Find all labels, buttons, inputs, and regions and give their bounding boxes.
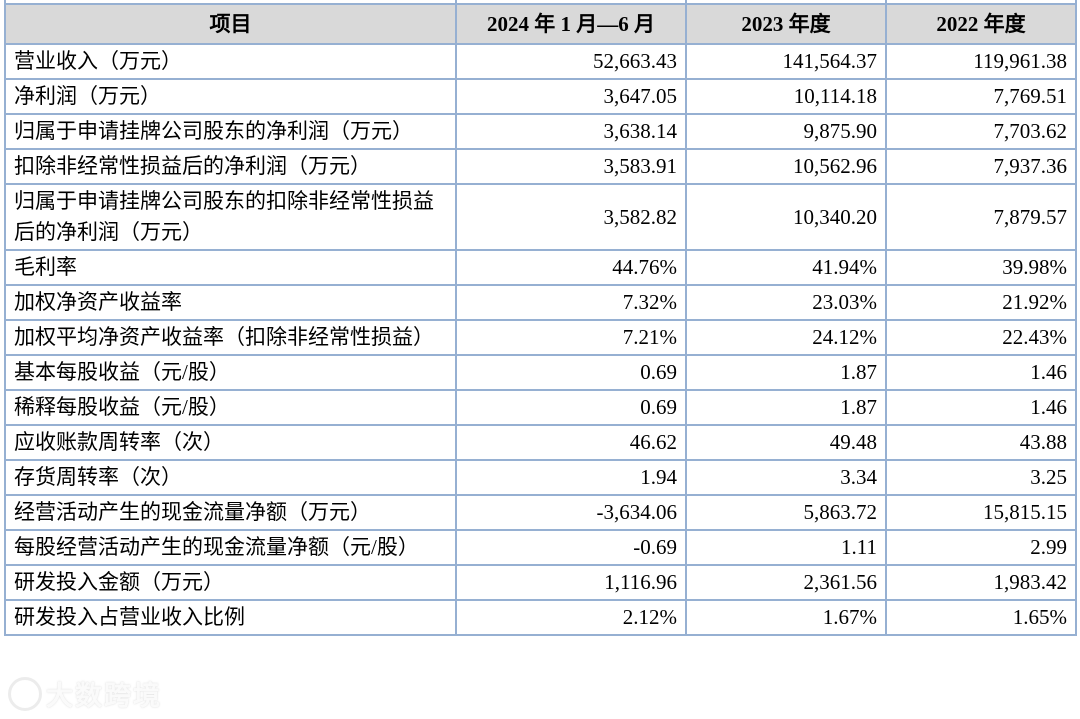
value-cell: 2.12% <box>455 599 687 636</box>
value-cell: 7,703.62 <box>885 113 1077 150</box>
column-header-2023: 2023 年度 <box>685 3 887 45</box>
value-cell: 52,663.43 <box>455 43 687 80</box>
watermark: 大数跨境 <box>8 674 162 713</box>
table-row: 基本每股收益（元/股） 0.69 1.87 1.46 <box>4 354 1077 391</box>
table-row: 研发投入占营业收入比例 2.12% 1.67% 1.65% <box>4 599 1077 636</box>
item-cell: 存货周转率（次） <box>4 459 457 496</box>
item-cell: 归属于申请挂牌公司股东的扣除非经常性损益后的净利润（万元） <box>4 183 457 251</box>
value-cell: 43.88 <box>885 424 1077 461</box>
table-row: 扣除非经常性损益后的净利润（万元） 3,583.91 10,562.96 7,937.… <box>4 148 1077 185</box>
value-cell: 7,937.36 <box>885 148 1077 185</box>
item-cell: 净利润（万元） <box>4 78 457 115</box>
value-cell: 44.76% <box>455 249 687 286</box>
value-cell: 3,647.05 <box>455 78 687 115</box>
table-row: 净利润（万元） 3,647.05 10,114.18 7,769.51 <box>4 78 1077 115</box>
value-cell: 49.48 <box>685 424 887 461</box>
value-cell: 1.87 <box>685 354 887 391</box>
value-cell: 3.34 <box>685 459 887 496</box>
financial-summary-table: 项目 2024 年 1 月—6 月 2023 年度 2022 年度 营业收入（万… <box>4 0 1077 636</box>
value-cell: 7.21% <box>455 319 687 356</box>
table-row: 加权平均净资产收益率（扣除非经常性损益） 7.21% 24.12% 22.43% <box>4 319 1077 356</box>
value-cell: 24.12% <box>685 319 887 356</box>
value-cell: 1.11 <box>685 529 887 566</box>
value-cell: 1,983.42 <box>885 564 1077 601</box>
item-cell: 加权平均净资产收益率（扣除非经常性损益） <box>4 319 457 356</box>
value-cell: 9,875.90 <box>685 113 887 150</box>
value-cell: 46.62 <box>455 424 687 461</box>
value-cell: 3,638.14 <box>455 113 687 150</box>
value-cell: 7,879.57 <box>885 183 1077 251</box>
value-cell: 1.65% <box>885 599 1077 636</box>
item-cell: 扣除非经常性损益后的净利润（万元） <box>4 148 457 185</box>
value-cell: 1.46 <box>885 354 1077 391</box>
value-cell: 23.03% <box>685 284 887 321</box>
item-cell: 毛利率 <box>4 249 457 286</box>
table-row: 加权净资产收益率 7.32% 23.03% 21.92% <box>4 284 1077 321</box>
table-row: 毛利率 44.76% 41.94% 39.98% <box>4 249 1077 286</box>
value-cell: 5,863.72 <box>685 494 887 531</box>
value-cell: 10,562.96 <box>685 148 887 185</box>
item-cell: 研发投入金额（万元） <box>4 564 457 601</box>
value-cell: 41.94% <box>685 249 887 286</box>
item-cell: 经营活动产生的现金流量净额（万元） <box>4 494 457 531</box>
value-cell: 1.46 <box>885 389 1077 426</box>
table-row: 归属于申请挂牌公司股东的净利润（万元） 3,638.14 9,875.90 7,703… <box>4 113 1077 150</box>
table-row: 存货周转率（次） 1.94 3.34 3.25 <box>4 459 1077 496</box>
item-cell: 加权净资产收益率 <box>4 284 457 321</box>
value-cell: -3,634.06 <box>455 494 687 531</box>
value-cell: 141,564.37 <box>685 43 887 80</box>
value-cell: 2.99 <box>885 529 1077 566</box>
value-cell: 7,769.51 <box>885 78 1077 115</box>
item-cell: 研发投入占营业收入比例 <box>4 599 457 636</box>
value-cell: 3,582.82 <box>455 183 687 251</box>
column-header-2024h1: 2024 年 1 月—6 月 <box>455 3 687 45</box>
value-cell: 10,340.20 <box>685 183 887 251</box>
value-cell: 10,114.18 <box>685 78 887 115</box>
value-cell: 21.92% <box>885 284 1077 321</box>
item-cell: 每股经营活动产生的现金流量净额（元/股） <box>4 529 457 566</box>
item-cell: 应收账款周转率（次） <box>4 424 457 461</box>
table-row: 每股经营活动产生的现金流量净额（元/股） -0.69 1.11 2.99 <box>4 529 1077 566</box>
item-cell: 稀释每股收益（元/股） <box>4 389 457 426</box>
value-cell: 1,116.96 <box>455 564 687 601</box>
value-cell: 1.87 <box>685 389 887 426</box>
value-cell: 39.98% <box>885 249 1077 286</box>
value-cell: -0.69 <box>455 529 687 566</box>
cutoff-row-top <box>4 0 1077 5</box>
value-cell: 3.25 <box>885 459 1077 496</box>
table-row: 经营活动产生的现金流量净额（万元） -3,634.06 5,863.72 15,815… <box>4 494 1077 531</box>
value-cell: 1.94 <box>455 459 687 496</box>
value-cell: 0.69 <box>455 389 687 426</box>
column-header-2022: 2022 年度 <box>885 3 1077 45</box>
value-cell: 2,361.56 <box>685 564 887 601</box>
value-cell: 1.67% <box>685 599 887 636</box>
watermark-text: 大数跨境 <box>46 681 162 711</box>
value-cell: 119,961.38 <box>885 43 1077 80</box>
value-cell: 15,815.15 <box>885 494 1077 531</box>
column-header-item: 项目 <box>4 3 457 45</box>
table-row: 归属于申请挂牌公司股东的扣除非经常性损益后的净利润（万元） 3,582.82 10,… <box>4 183 1077 251</box>
table-row: 稀释每股收益（元/股） 0.69 1.87 1.46 <box>4 389 1077 426</box>
value-cell: 0.69 <box>455 354 687 391</box>
item-cell: 营业收入（万元） <box>4 43 457 80</box>
table-header-row: 项目 2024 年 1 月—6 月 2023 年度 2022 年度 <box>4 3 1077 45</box>
item-cell: 基本每股收益（元/股） <box>4 354 457 391</box>
table-row: 营业收入（万元） 52,663.43 141,564.37 119,961.38 <box>4 43 1077 80</box>
watermark-logo-icon <box>8 676 42 711</box>
value-cell: 22.43% <box>885 319 1077 356</box>
value-cell: 7.32% <box>455 284 687 321</box>
item-cell: 归属于申请挂牌公司股东的净利润（万元） <box>4 113 457 150</box>
table-row: 研发投入金额（万元） 1,116.96 2,361.56 1,983.42 <box>4 564 1077 601</box>
value-cell: 3,583.91 <box>455 148 687 185</box>
table-row: 应收账款周转率（次） 46.62 49.48 43.88 <box>4 424 1077 461</box>
